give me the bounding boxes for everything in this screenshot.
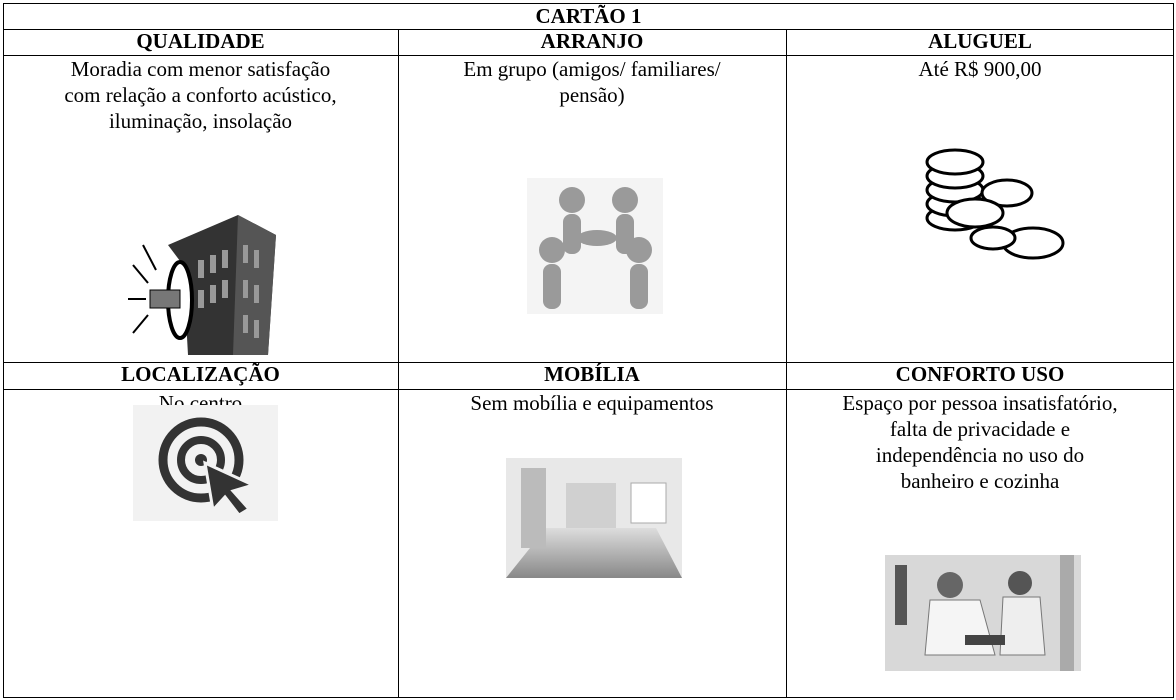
border (3, 29, 1174, 30)
cell-heading: ALUGUEL (928, 29, 1032, 53)
cell-text: Em grupo (amigos/ familiares/ (463, 57, 721, 81)
cell-heading: MOBÍLIA (544, 362, 640, 386)
cell-heading: LOCALIZAÇÃO (121, 362, 280, 386)
cell-text: Moradia com menor satisfação (70, 57, 331, 81)
building-icon (128, 215, 276, 355)
cell-text: pensão) (559, 83, 625, 107)
border (3, 362, 1174, 363)
cell-heading: QUALIDADE (136, 29, 265, 53)
cell-text: Até R$ 900,00 (918, 57, 1042, 81)
cell-text: Espaço por pessoa insatisfatório, (842, 391, 1118, 415)
cell-text: Sem mobília e equipamentos (470, 391, 714, 415)
border (3, 55, 1174, 56)
target-icon (133, 405, 278, 521)
cell-text: banheiro e cozinha (900, 469, 1060, 493)
coins-icon (925, 148, 1065, 260)
cell-text: iluminação, insolação (108, 109, 293, 133)
group-icon (527, 178, 663, 314)
cell-text: falta de privacidade e (889, 417, 1071, 441)
people-photo (885, 555, 1081, 671)
cell-heading: CONFORTO USO (895, 362, 1065, 386)
border (786, 29, 787, 698)
card-title: CARTÃO 1 (535, 4, 642, 28)
cell-heading: ARRANJO (540, 29, 644, 53)
border (3, 3, 1174, 4)
border (3, 3, 4, 698)
border (3, 697, 1174, 698)
cell-text: com relação a conforto acústico, (64, 83, 337, 107)
empty-room-photo (506, 458, 682, 578)
border (398, 29, 399, 698)
border (1173, 3, 1174, 698)
border (3, 389, 1174, 390)
cell-text: independência no uso do (875, 443, 1085, 467)
